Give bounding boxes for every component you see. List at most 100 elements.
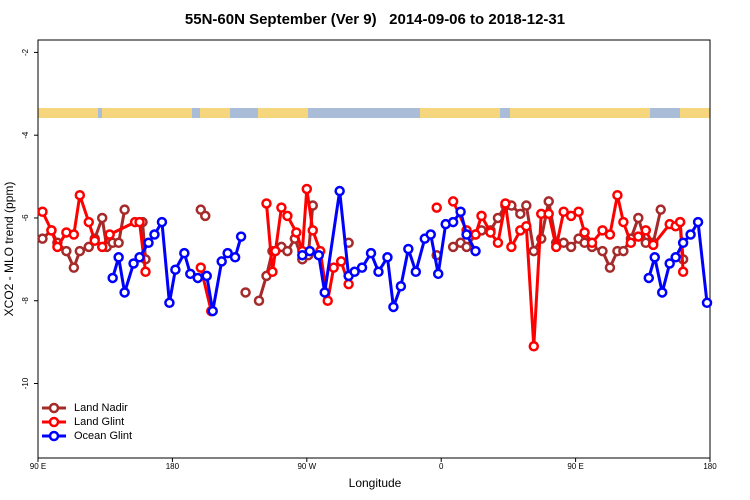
data-point bbox=[334, 185, 345, 197]
data-point bbox=[140, 266, 151, 278]
data-point bbox=[447, 216, 459, 228]
data-point bbox=[521, 200, 532, 211]
series-line bbox=[41, 199, 685, 302]
data-point bbox=[74, 245, 86, 257]
data-point bbox=[543, 196, 554, 207]
data-point bbox=[579, 227, 590, 238]
data-point bbox=[373, 266, 384, 278]
data-point bbox=[282, 210, 293, 222]
data-point bbox=[633, 231, 644, 242]
data-point bbox=[113, 252, 124, 263]
data-point bbox=[128, 258, 139, 269]
legend-marker bbox=[48, 416, 60, 428]
data-point bbox=[319, 287, 330, 298]
data-point bbox=[261, 198, 272, 209]
data-point bbox=[432, 268, 444, 280]
data-point bbox=[447, 196, 459, 207]
legend-label: Land Glint bbox=[74, 416, 124, 428]
data-point bbox=[235, 231, 247, 242]
data-point bbox=[447, 241, 459, 253]
data-point bbox=[276, 202, 287, 213]
data-point bbox=[382, 252, 393, 263]
data-point bbox=[119, 204, 130, 215]
legend-label: Land Nadir bbox=[74, 402, 128, 414]
data-point bbox=[685, 229, 696, 240]
data-point bbox=[107, 272, 118, 284]
data-point bbox=[604, 262, 616, 273]
x-axis-label: Longitude bbox=[349, 476, 402, 490]
data-point bbox=[216, 256, 227, 267]
data-point bbox=[470, 245, 481, 257]
data-point bbox=[134, 216, 145, 228]
data-point bbox=[597, 225, 608, 236]
data-point bbox=[692, 216, 704, 228]
x-tick-label: 90 W bbox=[297, 462, 316, 471]
data-point bbox=[565, 241, 577, 253]
data-point bbox=[506, 241, 517, 253]
data-point bbox=[222, 247, 233, 259]
y-tick-label: -6 bbox=[21, 214, 30, 222]
data-point bbox=[304, 245, 316, 257]
data-point bbox=[195, 262, 207, 273]
data-point bbox=[597, 245, 608, 257]
data-point bbox=[640, 225, 652, 236]
data-point bbox=[649, 252, 660, 263]
data-point bbox=[395, 280, 407, 292]
data-point bbox=[328, 262, 339, 273]
data-point bbox=[343, 278, 354, 290]
data-point bbox=[643, 272, 655, 284]
x-tick-label: 90 E bbox=[567, 462, 583, 471]
legend-label: Ocean Glint bbox=[74, 430, 132, 442]
data-point bbox=[134, 252, 145, 263]
data-point bbox=[633, 212, 644, 224]
data-point bbox=[492, 237, 504, 249]
data-point bbox=[322, 295, 333, 306]
data-point bbox=[618, 216, 629, 228]
data-point bbox=[119, 287, 130, 298]
data-point bbox=[282, 245, 293, 257]
data-point bbox=[674, 216, 686, 228]
data-point bbox=[461, 241, 472, 253]
data-point bbox=[349, 266, 360, 278]
data-point bbox=[550, 241, 562, 253]
data-point bbox=[37, 206, 48, 218]
data-point bbox=[192, 272, 204, 284]
data-point bbox=[201, 270, 212, 282]
data-point bbox=[612, 189, 623, 201]
data-point bbox=[470, 229, 481, 240]
data-point bbox=[68, 262, 80, 273]
data-point bbox=[604, 229, 616, 240]
data-point bbox=[313, 249, 324, 261]
data-point bbox=[625, 237, 637, 249]
data-point bbox=[74, 189, 86, 201]
data-point bbox=[37, 233, 48, 244]
data-point bbox=[356, 262, 368, 273]
data-point bbox=[618, 245, 629, 257]
data-point bbox=[83, 241, 95, 253]
data-point bbox=[89, 235, 100, 246]
data-point bbox=[156, 216, 168, 228]
data-point bbox=[61, 245, 72, 257]
land-ocean-strip bbox=[38, 108, 710, 118]
data-point bbox=[425, 229, 436, 240]
x-tick-label: 180 bbox=[166, 462, 180, 471]
data-point bbox=[515, 208, 526, 220]
legend-marker bbox=[48, 402, 60, 414]
y-axis-label: XCO2 - MLO trend (ppm) bbox=[2, 182, 16, 317]
data-point bbox=[96, 241, 108, 253]
data-point bbox=[543, 208, 554, 220]
data-point bbox=[656, 287, 668, 298]
data-point bbox=[113, 237, 124, 249]
data-point bbox=[104, 229, 115, 240]
data-point bbox=[500, 198, 511, 209]
data-point bbox=[528, 245, 540, 257]
data-point bbox=[185, 268, 196, 280]
data-point bbox=[476, 210, 487, 222]
y-tick-label: -8 bbox=[21, 297, 30, 305]
data-point bbox=[565, 210, 577, 222]
chart-title: 55N-60N September (Ver 9) 2014-09-06 to … bbox=[185, 11, 565, 28]
data-point bbox=[291, 227, 302, 238]
x-tick-label: 180 bbox=[703, 462, 717, 471]
data-point bbox=[648, 239, 659, 251]
data-point bbox=[301, 183, 313, 195]
